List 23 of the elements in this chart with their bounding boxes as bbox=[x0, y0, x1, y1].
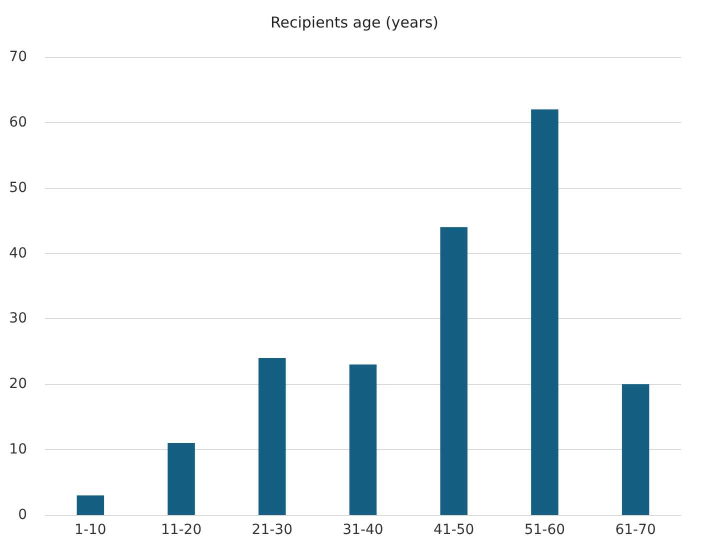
bar bbox=[622, 384, 650, 515]
bar bbox=[349, 364, 377, 515]
x-tick-label: 11-20 bbox=[160, 522, 202, 538]
chart-title: Recipients age (years) bbox=[270, 14, 438, 32]
bar bbox=[440, 227, 468, 515]
y-tick-label: 0 bbox=[18, 507, 27, 523]
y-tick-label: 60 bbox=[9, 114, 27, 130]
y-tick-label: 20 bbox=[9, 376, 27, 392]
y-tick-label: 50 bbox=[9, 180, 27, 196]
bar bbox=[258, 358, 286, 515]
y-tick-label: 40 bbox=[9, 245, 27, 262]
x-tick-label: 31-40 bbox=[342, 522, 384, 538]
bar bbox=[76, 495, 104, 515]
y-tick-label: 70 bbox=[9, 49, 27, 65]
bar bbox=[168, 443, 195, 515]
y-tick-label: 30 bbox=[9, 310, 27, 327]
bar bbox=[531, 109, 558, 515]
x-tick-label: 1-10 bbox=[74, 522, 106, 538]
x-tick-label: 61-70 bbox=[615, 522, 656, 538]
x-tick-label: 51-60 bbox=[524, 522, 566, 538]
x-tick-label: 21-30 bbox=[252, 522, 292, 538]
x-tick-label: 41-50 bbox=[434, 522, 474, 538]
y-tick-label: 10 bbox=[9, 442, 27, 458]
